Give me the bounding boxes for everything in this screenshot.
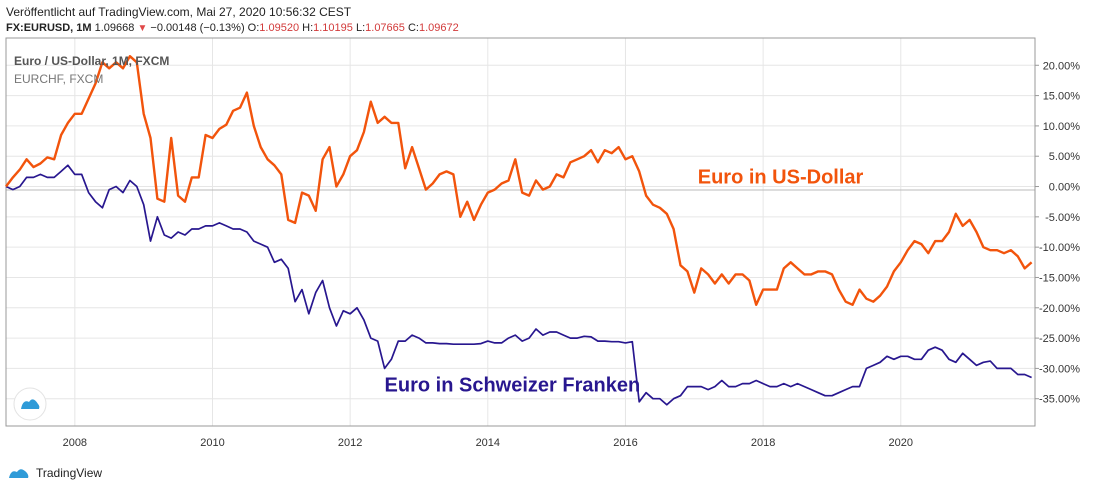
x-tick-label: 2012 [338,437,362,449]
y-tick-label: 15.00% [1043,91,1081,103]
x-tick-label: 2020 [889,437,913,449]
brand-label: TradingView [36,466,103,480]
tradingview-logo-icon [9,469,29,478]
y-tick-label: -35.00% [1039,394,1080,406]
price-axis[interactable]: 20.00% 15.00% 10.00% 5.00% 0.00% -5.00% -10.00… [1035,60,1081,406]
symbol-label: FX:EURUSD, 1M [6,22,92,34]
legend-main: Euro / US-Dollar, 1M, FXCM [14,54,169,68]
close-value: 1.09672 [418,22,459,34]
x-tick-label: 2016 [613,437,637,449]
close-label: C: [407,22,419,34]
high-value: 1.10195 [313,22,353,34]
ohlc-bar: FX:EURUSD, 1M 1.09668 ▼ −0.00148 (−0.13%… [6,22,459,34]
footer: TradingView [8,466,102,480]
low-label: L: [355,22,366,34]
last-price: 1.09668 [94,22,135,34]
x-tick-label: 2014 [476,437,500,449]
series-line-eurchf [5,164,1032,406]
high-label: H: [302,22,314,34]
y-tick-label: -10.00% [1039,242,1080,254]
x-tick-label: 2008 [63,437,87,449]
open-label: O: [247,22,260,34]
x-tick-label: 2018 [751,437,775,449]
annotation-eurusd: Euro in US-Dollar [698,167,864,189]
y-tick-label: -15.00% [1039,272,1080,284]
y-tick-label: 5.00% [1049,151,1080,163]
legend-compare: EURCHF, FXCM [14,72,103,86]
open-value: 1.09520 [259,22,300,34]
annotation-eurchf: Euro in Schweizer Franken [385,374,641,396]
series-line-eurusd [5,55,1033,306]
y-tick-label: -30.00% [1039,363,1080,375]
published-notice: Veröffentlicht auf TradingView.com, Mai … [6,5,352,19]
y-tick-label: -5.00% [1045,212,1080,224]
time-axis[interactable]: 2008 2010 2012 2014 2016 2018 2020 [63,437,913,449]
down-triangle-icon: ▼ [137,23,148,34]
price-change: −0.00148 (−0.13%) [150,22,245,34]
plot-frame [5,37,1036,427]
annotations: Euro in US-Dollar Euro in Schweizer Frank… [385,167,864,397]
grid-lines [6,38,1035,426]
x-tick-label: 2010 [200,437,224,449]
y-tick-label: 20.00% [1043,60,1081,72]
y-tick-label: -25.00% [1039,333,1080,345]
tradingview-watermark-icon[interactable] [13,387,47,421]
low-value: 1.07665 [365,22,405,34]
y-tick-label: 10.00% [1043,121,1081,133]
y-tick-label: -20.00% [1039,303,1080,315]
y-tick-label: 0.00% [1049,182,1080,194]
